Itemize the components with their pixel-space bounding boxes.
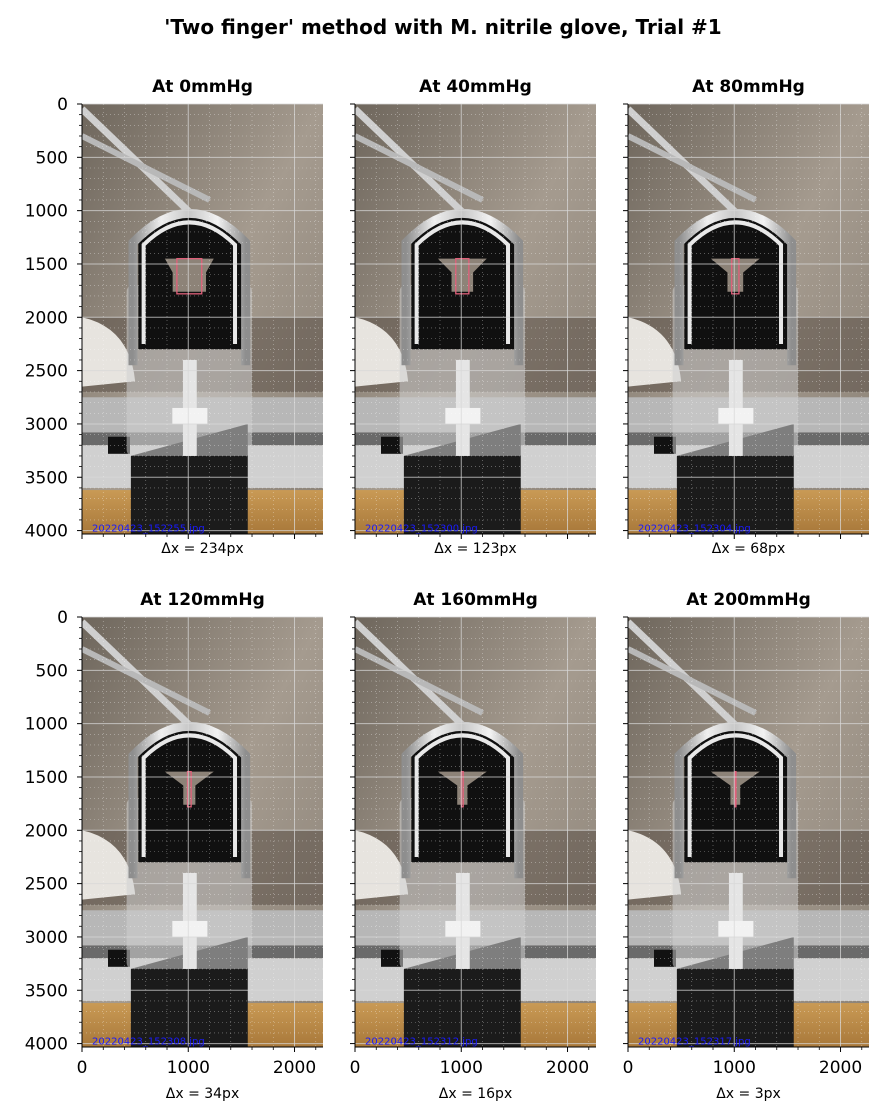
- x-tick-label: 2000: [546, 1058, 589, 1078]
- filename-label: 20220423_152304.jpg: [638, 524, 751, 535]
- arch-inner: [414, 220, 511, 344]
- arch-inner: [141, 220, 238, 344]
- y-tick-label: 2500: [25, 875, 68, 895]
- filename-label: 20220423_152308.jpg: [92, 1037, 205, 1048]
- gap-measure-box: [734, 770, 737, 808]
- device-connector: [445, 920, 481, 937]
- y-tick-label: 1500: [25, 768, 68, 788]
- subplot-panel: 20220423_152317.jpg 0 1000 2000 At 200mmHg Δx…: [623, 590, 869, 1102]
- subplot-grid: 20220423_152255.jpg 0 500 1000 1500 2000 2500 3…: [25, 77, 869, 1102]
- photo-image: [355, 617, 596, 1047]
- arch-inner: [687, 220, 784, 344]
- filename-label: 20220423_152255.jpg: [92, 524, 205, 535]
- subplot-title: At 160mmHg: [413, 590, 538, 610]
- x-axis-label: Δx = 34px: [166, 1086, 239, 1102]
- filename-label: 20220423_152300.jpg: [365, 524, 478, 535]
- background-object: [82, 317, 136, 387]
- subplot-title: At 80mmHg: [692, 77, 805, 97]
- background-object: [628, 830, 682, 900]
- x-axis-label: Δx = 234px: [161, 541, 243, 557]
- arch-frame: [401, 208, 524, 366]
- gap-measure-box: [455, 257, 470, 295]
- device-connector: [718, 920, 754, 937]
- tissue-region: [437, 771, 487, 805]
- y-tick-label: 500: [36, 148, 68, 168]
- x-axis-label: Δx = 123px: [434, 541, 516, 557]
- y-tick-label: 1000: [25, 202, 68, 222]
- y-tick-label: 3500: [25, 981, 68, 1001]
- x-tick-label: 0: [350, 1058, 361, 1078]
- subplot-title: At 40mmHg: [419, 77, 532, 97]
- x-tick-label: 2000: [819, 1058, 862, 1078]
- x-tick-label: 0: [77, 1058, 88, 1078]
- x-axis-label: Δx = 16px: [439, 1086, 512, 1102]
- y-tick-label: 500: [36, 661, 68, 681]
- y-tick-label: 2000: [25, 821, 68, 841]
- y-tick-label: 4000: [25, 522, 68, 542]
- photo-image: [355, 104, 596, 534]
- background-object: [82, 830, 136, 900]
- y-tick-label: 1500: [25, 255, 68, 275]
- y-tick-label: 2500: [25, 362, 68, 382]
- y-tick-label: 3500: [25, 468, 68, 488]
- subplot-panel: 20220423_152255.jpg 0 500 1000 1500 2000 2500 3…: [25, 77, 323, 557]
- tissue-region: [710, 258, 760, 292]
- y-tick-label: 3000: [25, 928, 68, 948]
- background-object: [355, 317, 409, 387]
- device-connector: [445, 407, 481, 424]
- gap-measure-box: [176, 257, 203, 295]
- subplot-title: At 120mmHg: [140, 590, 265, 610]
- subplot-panel: 20220423_152300.jpg At 40mmHg Δx = 123px: [350, 77, 596, 557]
- arch-inner: [687, 733, 784, 857]
- subplot-panel: 20220423_152308.jpg 0 500 1000 1500 2000 2500 3…: [25, 590, 323, 1102]
- x-axis-label: Δx = 68px: [712, 541, 785, 557]
- filename-label: 20220423_152317.jpg: [638, 1037, 751, 1048]
- tissue-region: [437, 258, 487, 292]
- figure-title: 'Two finger' method with M. nitrile glov…: [164, 15, 721, 39]
- photo-image: [628, 617, 869, 1047]
- y-tick-label: 4000: [25, 1035, 68, 1055]
- gap-measure-box: [731, 257, 740, 295]
- photo-image: [628, 104, 869, 534]
- y-tick-label: 3000: [25, 415, 68, 435]
- arch-frame: [128, 721, 251, 879]
- arch-frame: [128, 208, 251, 366]
- x-tick-label: 2000: [273, 1058, 316, 1078]
- subplot-panel: 20220423_152312.jpg 0 1000 2000 At 160mmHg Δx…: [350, 590, 596, 1102]
- subplot-panel: 20220423_152304.jpg At 80mmHg Δx = 68px: [623, 77, 869, 557]
- arch-frame: [674, 208, 797, 366]
- arch-frame: [401, 721, 524, 879]
- y-tick-label: 0: [57, 608, 68, 628]
- subplot-title: At 0mmHg: [152, 77, 253, 97]
- y-tick-label: 1000: [25, 715, 68, 735]
- x-tick-label: 1000: [713, 1058, 756, 1078]
- arch-inner: [414, 733, 511, 857]
- x-tick-label: 0: [623, 1058, 634, 1078]
- background-object: [628, 317, 682, 387]
- y-tick-label: 0: [57, 95, 68, 115]
- arch-inner: [141, 733, 238, 857]
- y-tick-label: 2000: [25, 308, 68, 328]
- arch-frame: [674, 721, 797, 879]
- tissue-region: [164, 771, 214, 805]
- photo-image: [82, 104, 323, 534]
- device-connector: [172, 407, 208, 424]
- x-axis-label: Δx = 3px: [716, 1086, 781, 1102]
- gap-measure-box: [186, 770, 192, 808]
- subplot-title: At 200mmHg: [686, 590, 811, 610]
- x-tick-label: 1000: [440, 1058, 483, 1078]
- x-tick-label: 1000: [167, 1058, 210, 1078]
- background-object: [355, 830, 409, 900]
- photo-image: [82, 617, 323, 1047]
- filename-label: 20220423_152312.jpg: [365, 1037, 478, 1048]
- device-connector: [172, 920, 208, 937]
- device-connector: [718, 407, 754, 424]
